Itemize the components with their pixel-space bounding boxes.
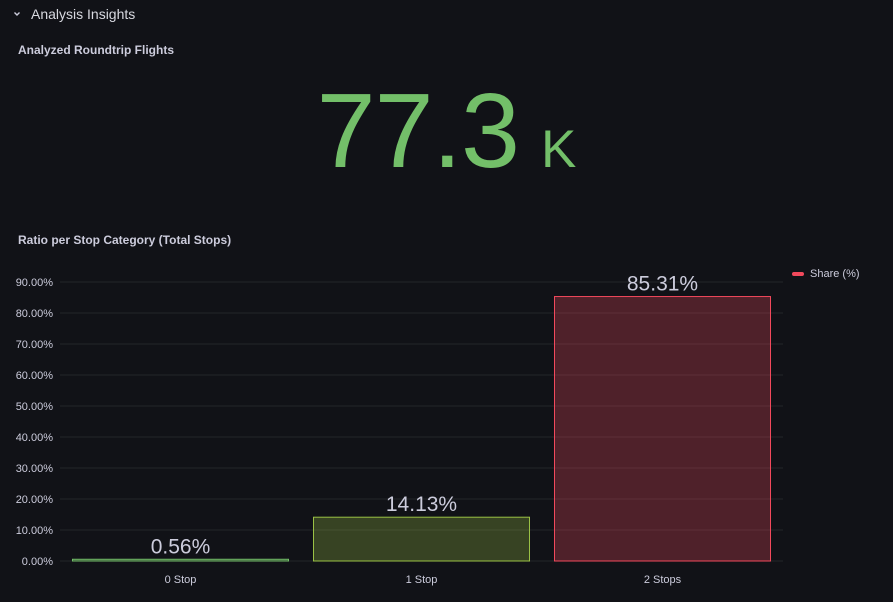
bar-chart: 0.00% 10.00% 20.00% 30.00% 40.00% 50.00% 60.00…	[16, 273, 783, 586]
y-tick-label: 60.00%	[16, 370, 54, 382]
y-tick-label: 10.00%	[16, 525, 54, 537]
y-tick-label: 90.00%	[16, 277, 54, 289]
stat-panel-title[interactable]: Analyzed Roundtrip Flights	[18, 43, 174, 57]
y-tick-label: 30.00%	[16, 463, 54, 475]
row-title: Analysis Insights	[31, 6, 136, 22]
bar-value-label: 14.13%	[386, 493, 457, 516]
y-tick-label: 70.00%	[16, 339, 54, 351]
bar	[313, 516, 530, 562]
y-tick-label: 20.00%	[16, 494, 54, 506]
stat-panel: 77.3 K	[0, 78, 893, 198]
legend-item-share[interactable]: Share (%)	[792, 268, 860, 280]
y-tick-label: 50.00%	[16, 401, 54, 413]
legend-swatch	[792, 272, 804, 276]
stat-value: 77.3	[316, 72, 520, 190]
y-tick-label: 80.00%	[16, 308, 54, 320]
chart-panel-title[interactable]: Ratio per Stop Category (Total Stops)	[18, 233, 232, 247]
x-tick-label: 1 Stop	[406, 574, 438, 586]
bar	[554, 296, 771, 562]
bar-value-label: 0.56%	[151, 535, 211, 558]
bar	[72, 558, 289, 562]
x-tick-label: 2 Stops	[644, 574, 682, 586]
x-tick-label: 0 Stop	[165, 574, 197, 586]
y-tick-label: 0.00%	[22, 556, 53, 568]
y-tick-label: 40.00%	[16, 432, 54, 444]
chevron-down-icon[interactable]	[10, 7, 24, 21]
bar-value-label: 85.31%	[627, 273, 698, 296]
stat-unit: K	[540, 120, 577, 179]
legend-label: Share (%)	[810, 268, 860, 280]
row-header-analysis-insights[interactable]: Analysis Insights	[10, 3, 135, 25]
